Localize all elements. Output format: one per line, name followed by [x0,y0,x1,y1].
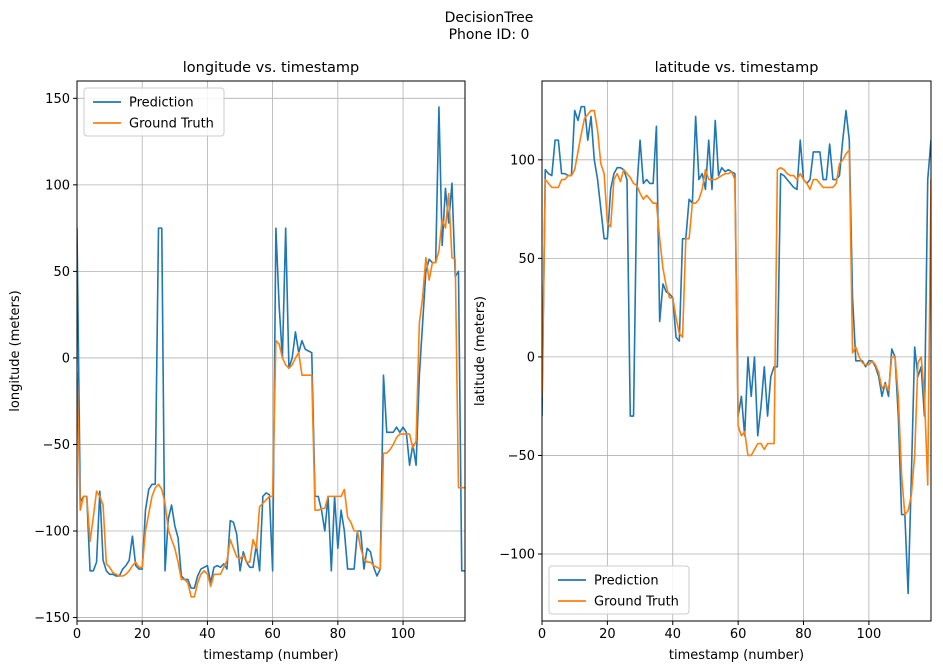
legend-box [83,87,225,137]
x-tick-label: 40 [664,627,681,642]
legend-label: Prediction [129,96,194,111]
longitude-chart-title: longitude vs. timestamp [183,60,360,76]
y-tick-label: −50 [43,438,70,453]
latitude-chart-title: latitude vs. timestamp [655,60,819,76]
y-tick-label: 100 [510,153,535,168]
y-tick-label: 0 [527,350,535,365]
plot-frame [76,80,466,622]
x-axis-label: timestamp (number) [203,648,338,663]
y-tick-label: 50 [53,265,70,280]
y-tick-label: −100 [499,547,535,562]
x-tick-label: 80 [330,627,347,642]
series-line-ground-truth [77,192,465,598]
x-tick-label: 40 [199,627,216,642]
y-tick-label: −150 [34,611,70,626]
x-tick-label: 80 [795,627,812,642]
x-tick-label: 0 [538,627,546,642]
x-tick-label: 60 [264,627,281,642]
x-tick-label: 0 [73,627,81,642]
y-axis-label: longitude (meters) [8,290,23,411]
legend-box [548,565,690,615]
plot-frame [541,80,932,622]
x-tick-label: 100 [856,627,881,642]
y-tick-label: 50 [518,252,535,267]
y-axis-label: latitude (meters) [473,296,488,406]
latitude-chart: 0 20 40 60 80 100 −100 −50 0 50 100 latitude vs. ti… [473,60,932,663]
x-tick-label: 60 [730,627,747,642]
series-line-prediction [77,106,465,589]
y-tick-label: 150 [45,92,70,107]
series-line-ground-truth [542,109,931,516]
legend-label: Prediction [594,574,659,589]
x-axis-label: timestamp (number) [669,648,804,663]
legend-label: Ground Truth [129,117,214,132]
y-tick-label: −100 [34,525,70,540]
x-tick-label: 100 [391,627,416,642]
y-tick-label: 100 [45,178,70,193]
longitude-chart: 0 20 40 60 80 100 −150 −100 −50 0 50 100 150 longitud… [8,60,466,663]
y-tick-label: −50 [508,449,535,464]
legend-label: Ground Truth [594,595,679,610]
figure-subtitle: Phone ID: 0 [449,27,530,43]
y-tick-label: 0 [62,351,70,366]
x-tick-label: 20 [134,627,151,642]
x-tick-label: 20 [599,627,616,642]
figure-title: DecisionTree [445,10,534,26]
